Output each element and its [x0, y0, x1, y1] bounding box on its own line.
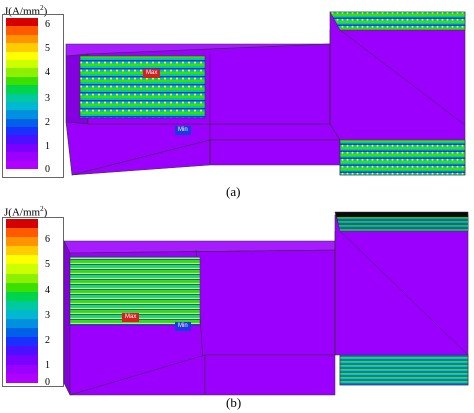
legend-swatch	[6, 59, 38, 69]
legend-tick: 4	[45, 285, 50, 296]
legend-swatch	[6, 291, 38, 301]
legend-swatch	[6, 152, 38, 161]
legend-swatch	[6, 143, 38, 153]
legend-swatch	[6, 273, 38, 283]
legend-swatch	[6, 101, 38, 111]
legend-swatch	[6, 319, 38, 329]
legend-tick: 4	[45, 67, 50, 78]
legend-swatch	[6, 51, 38, 60]
legend-tick: 2	[45, 335, 50, 346]
max-marker: Max	[143, 69, 161, 78]
legend-swatch	[6, 328, 38, 338]
legend-swatch	[6, 300, 38, 310]
panel-caption: (b)	[226, 395, 242, 410]
legend-tick: 0	[45, 164, 50, 175]
legend-swatch	[6, 160, 38, 170]
legend-swatch	[6, 135, 38, 144]
legend-swatch	[6, 246, 38, 256]
coil-region-bottom	[339, 139, 466, 176]
legend-swatch	[6, 228, 38, 238]
legend-frame	[2, 14, 64, 178]
conductor-model-b	[63, 211, 469, 396]
legend-tick: 5	[45, 43, 50, 54]
legend-swatch	[6, 34, 38, 44]
legend-swatch	[6, 282, 38, 292]
coil-region-top	[329, 11, 466, 31]
coil-region-bottom	[339, 354, 469, 386]
legend-swatch	[6, 26, 38, 35]
coil-region-left	[79, 55, 206, 119]
panel-caption: (a)	[226, 184, 241, 199]
legend-swatch	[6, 93, 38, 102]
conductor-model-a	[65, 11, 466, 176]
legend-tick: 1	[45, 141, 50, 152]
legend-title: J(A/mm2)	[4, 205, 48, 219]
legend-swatch	[6, 337, 38, 347]
legend-swatch	[6, 264, 38, 274]
legend-frame	[2, 217, 64, 387]
legend-tick: 5	[45, 259, 50, 270]
coil-region-left	[69, 256, 201, 326]
legend-swatch	[6, 309, 38, 320]
legend-tick: 1	[45, 360, 50, 371]
legend-swatch	[6, 127, 38, 136]
legend-swatch	[6, 237, 38, 247]
legend-tick: 6	[45, 234, 50, 245]
legend-swatch	[6, 18, 38, 27]
figure-panel-a: J(A/mm2) 6 5 4 3 2 1 0	[0, 0, 474, 205]
legend-swatch	[6, 355, 38, 365]
legend-tick: 2	[45, 117, 50, 128]
legend-tick: 6	[45, 19, 50, 30]
bar-side-face	[63, 240, 71, 396]
legend-swatch	[6, 76, 38, 86]
max-marker: Max	[122, 313, 140, 322]
legend-tick: 3	[45, 93, 50, 104]
legend-swatch	[6, 373, 38, 383]
legend-swatch	[6, 68, 38, 77]
legend-swatch	[6, 118, 38, 128]
legend-swatch	[6, 346, 38, 356]
legend-swatch	[6, 110, 38, 119]
color-legend-bar	[6, 219, 38, 383]
legend-swatch	[6, 255, 38, 265]
legend-swatch	[6, 43, 38, 52]
min-marker: Min	[175, 322, 191, 331]
min-marker: Min	[175, 126, 191, 135]
legend-swatch	[6, 85, 38, 94]
legend-swatch	[6, 364, 38, 374]
legend-tick: 3	[45, 310, 50, 321]
color-legend-bar	[6, 18, 38, 170]
figure-panel-b: J(A/mm2) 6 5 4 3 2 1 0	[0, 205, 474, 413]
legend-tick: 0	[45, 377, 50, 388]
legend-swatch	[6, 219, 38, 229]
